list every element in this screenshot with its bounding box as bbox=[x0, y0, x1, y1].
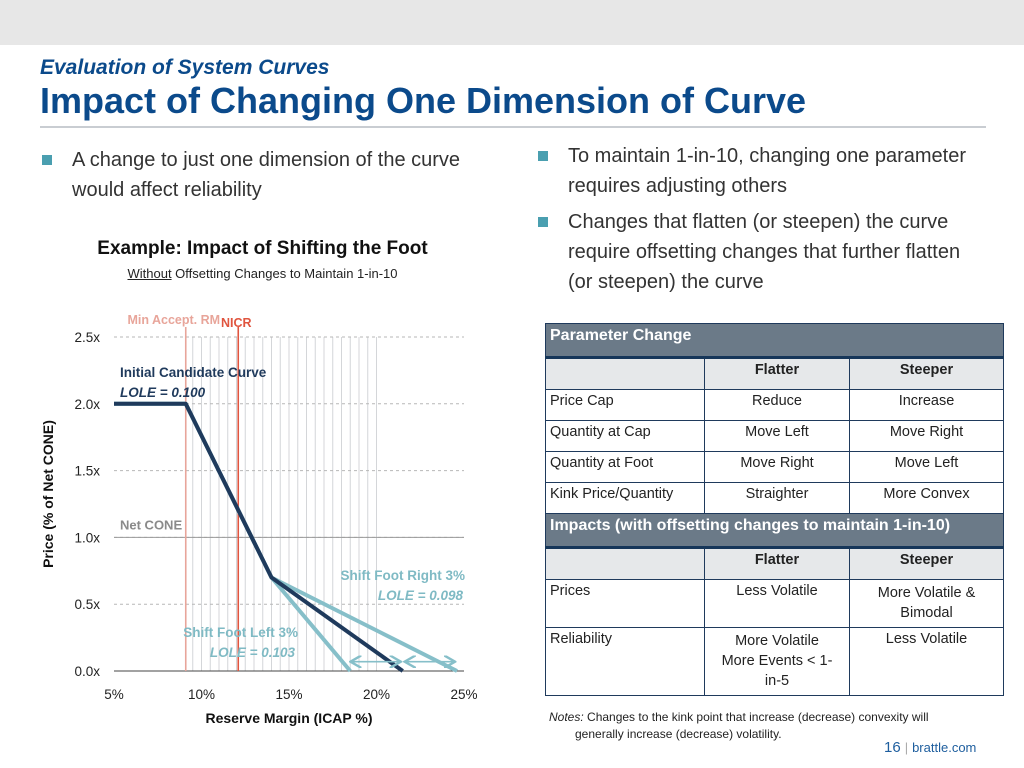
table-row: Quantity at Foot Move Right Move Left bbox=[545, 451, 1004, 483]
slide-title: Impact of Changing One Dimension of Curv… bbox=[40, 80, 807, 121]
col-header-flatter: Flatter bbox=[704, 547, 850, 580]
table-section-header: Parameter Change bbox=[545, 323, 1004, 359]
notes-label: Notes: bbox=[549, 710, 584, 724]
shift-right-label: Shift Foot Right 3% bbox=[341, 568, 465, 583]
example-subtitle-underlined: Without bbox=[127, 266, 172, 281]
cell-flatter: Straighter bbox=[704, 482, 850, 514]
col-header-steeper: Steeper bbox=[849, 547, 1004, 580]
parameter-table: Parameter Change Flatter Steeper Price C… bbox=[545, 323, 1004, 696]
y-tick-label: 1.0x bbox=[74, 530, 100, 545]
y-tick-label: 0.5x bbox=[74, 597, 100, 612]
col-header-flatter: Flatter bbox=[704, 357, 850, 390]
title-divider bbox=[40, 126, 986, 128]
table-row: Quantity at Cap Move Left Move Right bbox=[545, 420, 1004, 452]
shift-left-lole: LOLE = 0.103 bbox=[210, 645, 296, 660]
bullet-text: A change to just one dimension of the cu… bbox=[72, 149, 461, 201]
x-axis-title: Reserve Margin (ICAP %) bbox=[205, 710, 372, 726]
example-subtitle: Without Offsetting Changes to Maintain 1… bbox=[40, 266, 485, 281]
series-line bbox=[114, 401, 404, 673]
notes-line-2: generally increase (decrease) volatility… bbox=[575, 727, 782, 741]
cell-flatter: Move Left bbox=[704, 420, 850, 452]
bullet-right-2: Changes that flatten (or steepen) the cu… bbox=[538, 207, 978, 297]
top-bar bbox=[0, 0, 1024, 45]
y-tick-label: 2.5x bbox=[74, 330, 100, 345]
nicr-label: NICR bbox=[221, 316, 252, 330]
row-label: Quantity at Cap bbox=[545, 420, 705, 452]
table-row: Reliability More Volatile More Events < 1… bbox=[545, 627, 1004, 696]
row-label: Prices bbox=[545, 579, 705, 628]
x-tick-label: 10% bbox=[188, 687, 215, 702]
example-subtitle-rest: Offsetting Changes to Maintain 1-in-10 bbox=[171, 266, 398, 281]
section-title-parameter: Parameter Change bbox=[545, 323, 1004, 359]
bullet-square-icon bbox=[538, 217, 548, 227]
notes-line-1: Changes to the kink point that increase … bbox=[583, 710, 929, 724]
table-row: Price Cap Reduce Increase bbox=[545, 389, 1004, 421]
page-number: 16 bbox=[884, 739, 901, 756]
cell-steeper: More Volatile & Bimodal bbox=[849, 579, 1004, 628]
cell-flatter: Less Volatile bbox=[704, 579, 850, 628]
col-header-steeper: Steeper bbox=[849, 357, 1004, 390]
slide-subtitle: Evaluation of System Curves bbox=[40, 56, 330, 79]
y-tick-label: 1.5x bbox=[74, 464, 100, 479]
footer-separator: | bbox=[904, 740, 909, 755]
blank-header-cell bbox=[545, 357, 705, 390]
example-title: Example: Impact of Shifting the Foot bbox=[97, 238, 428, 259]
row-label: Price Cap bbox=[545, 389, 705, 421]
table-section-header: Impacts (with offsetting changes to main… bbox=[545, 513, 1004, 549]
y-axis-title: Price (% of Net CONE) bbox=[40, 420, 56, 568]
table-column-header: Flatter Steeper bbox=[545, 357, 1004, 390]
net-cone-label: Net CONE bbox=[120, 517, 182, 532]
cell-steeper: More Convex bbox=[849, 482, 1004, 514]
bullet-text: To maintain 1-in-10, changing one parame… bbox=[568, 145, 967, 197]
x-tick-label: 5% bbox=[104, 687, 124, 702]
supply-curve-chart: Min Accept. RM NICR Net CONE Initial Candid… bbox=[40, 313, 478, 726]
x-tick-label: 15% bbox=[275, 687, 302, 702]
y-tick-label: 0.0x bbox=[74, 664, 100, 679]
bullet-left: A change to just one dimension of the cu… bbox=[42, 145, 482, 205]
cell-flatter: Move Right bbox=[704, 451, 850, 483]
footer: 16 | brattle.com bbox=[884, 739, 976, 756]
row-label: Reliability bbox=[545, 627, 705, 696]
table-row: Prices Less Volatile More Volatile & Bimod… bbox=[545, 579, 1004, 628]
min-accept-rm-label: Min Accept. RM bbox=[127, 313, 220, 327]
cell-steeper: Less Volatile bbox=[849, 627, 1004, 696]
section-title-impacts: Impacts (with offsetting changes to main… bbox=[545, 513, 1004, 549]
cell-flatter: Reduce bbox=[704, 389, 850, 421]
cell-steeper: Move Left bbox=[849, 451, 1004, 483]
initial-curve-label: Initial Candidate Curve bbox=[120, 365, 267, 380]
cell-steeper: Increase bbox=[849, 389, 1004, 421]
bullet-square-icon bbox=[42, 155, 52, 165]
notes: Notes: Changes to the kink point that in… bbox=[549, 709, 989, 743]
bullet-right-1: To maintain 1-in-10, changing one parame… bbox=[538, 141, 978, 201]
bullet-square-icon bbox=[538, 151, 548, 161]
initial-curve-lole: LOLE = 0.100 bbox=[120, 385, 206, 400]
row-label: Kink Price/Quantity bbox=[545, 482, 705, 514]
bullet-text: Changes that flatten (or steepen) the cu… bbox=[568, 211, 961, 293]
shift-right-lole: LOLE = 0.098 bbox=[378, 588, 464, 603]
table-column-header: Flatter Steeper bbox=[545, 547, 1004, 580]
table-row: Kink Price/Quantity Straighter More Convex bbox=[545, 482, 1004, 514]
cell-flatter: More Volatile More Events < 1-in-5 bbox=[704, 627, 850, 696]
blank-header-cell bbox=[545, 547, 705, 580]
x-tick-label: 25% bbox=[450, 687, 477, 702]
row-label: Quantity at Foot bbox=[545, 451, 705, 483]
x-tick-label: 20% bbox=[363, 687, 390, 702]
y-tick-label: 2.0x bbox=[74, 397, 100, 412]
cell-steeper: Move Right bbox=[849, 420, 1004, 452]
footer-site-link[interactable]: brattle.com bbox=[912, 740, 977, 755]
shift-left-label: Shift Foot Left 3% bbox=[183, 625, 298, 640]
